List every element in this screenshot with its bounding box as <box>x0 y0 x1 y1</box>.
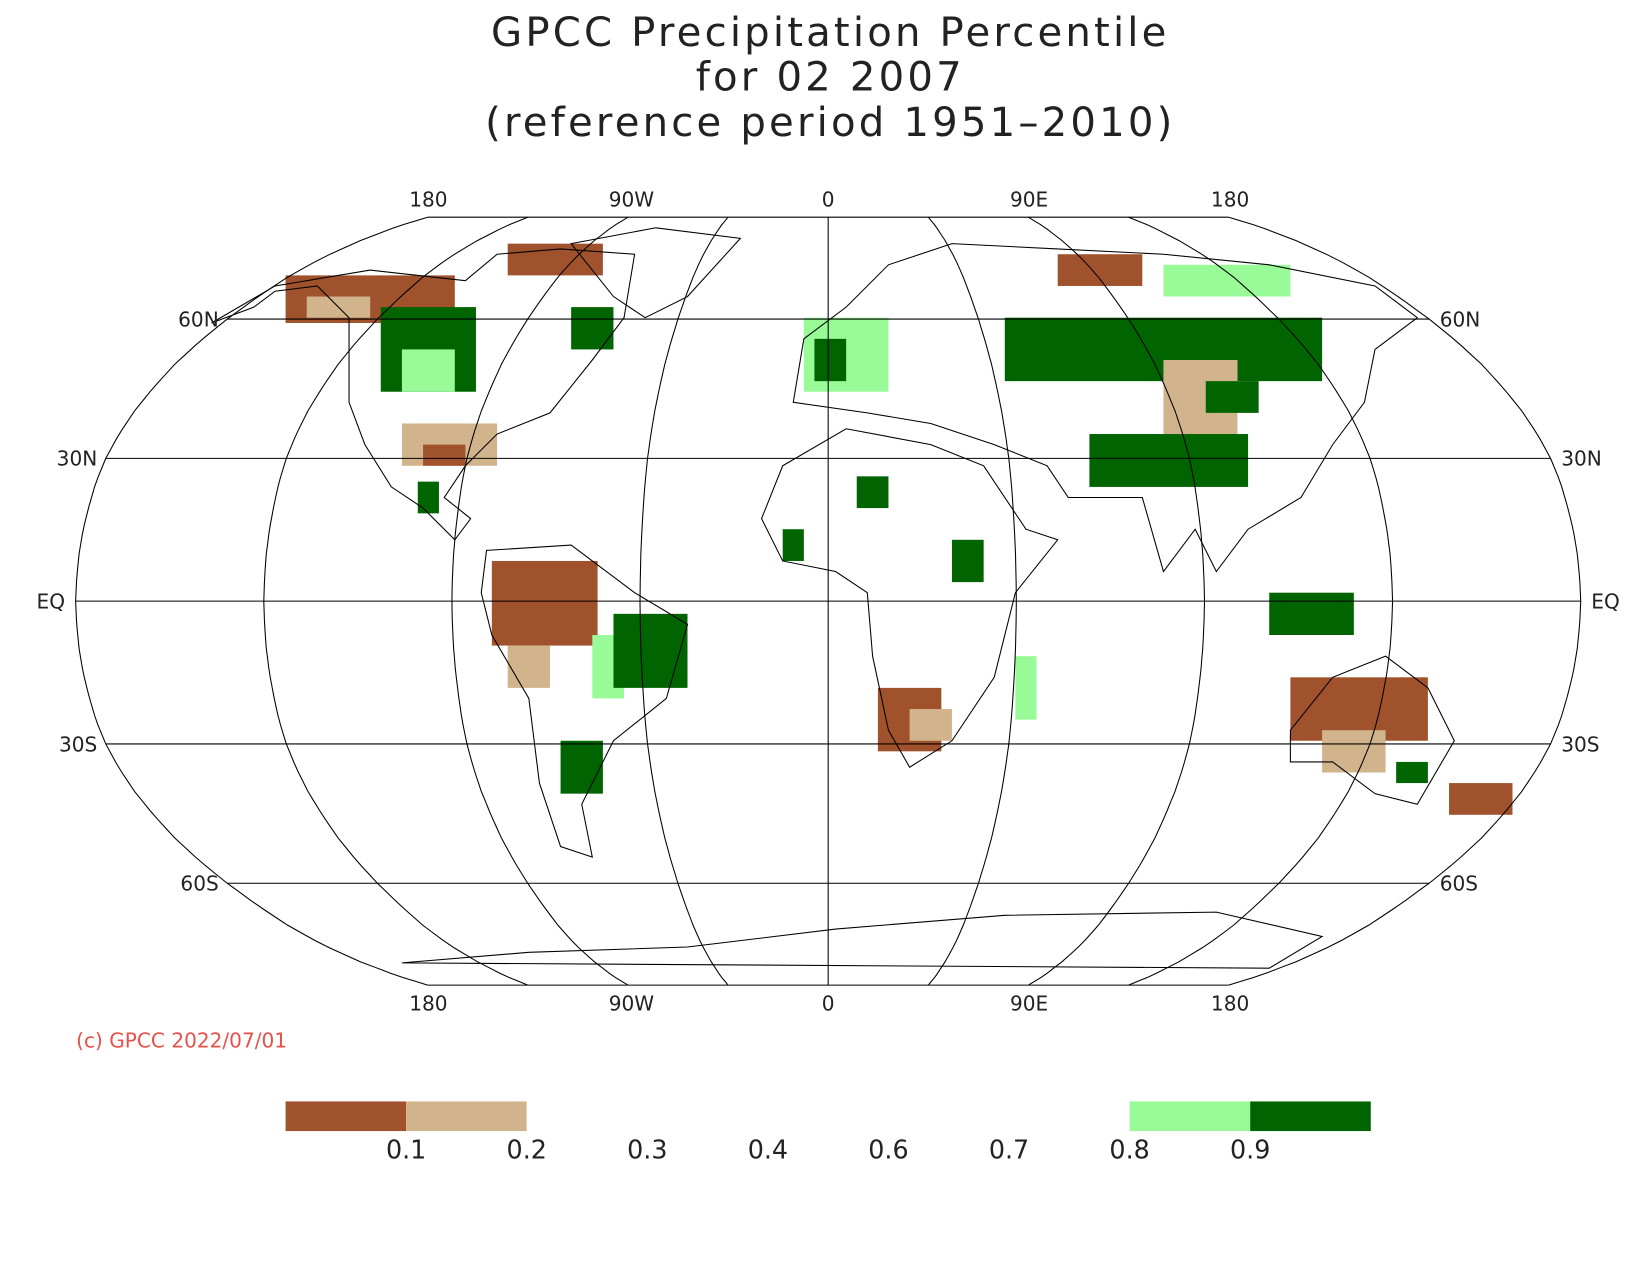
legend-label: 0.2 <box>507 1135 547 1165</box>
patch <box>1089 434 1249 487</box>
patch <box>423 444 466 466</box>
patch <box>1205 381 1259 413</box>
legend-label: 0.3 <box>627 1135 667 1165</box>
patch <box>1396 761 1428 784</box>
patch <box>401 349 455 392</box>
legend-swatch <box>1009 1101 1130 1132</box>
lat-label: 30S <box>59 732 97 756</box>
title-line: GPCC Precipitation Percentile <box>491 10 1170 56</box>
legend-label: 0.6 <box>868 1135 908 1165</box>
legend-swatch <box>888 1101 1010 1132</box>
legend-swatch <box>406 1101 527 1132</box>
title-line: for 02 2007 <box>696 54 965 100</box>
lat-label: EQ <box>1591 590 1620 614</box>
patch <box>856 476 889 509</box>
lat-label: 30S <box>1561 732 1599 756</box>
lon-label: 90W <box>609 991 655 1015</box>
legend-swatch <box>1129 1101 1251 1132</box>
legend-label: 0.7 <box>989 1135 1029 1165</box>
legend-swatch <box>767 1101 889 1132</box>
legend-swatch <box>647 1101 768 1132</box>
lat-label: 60S <box>1440 872 1478 896</box>
lon-label: 90W <box>609 188 655 212</box>
legend-label: 0.8 <box>1109 1135 1149 1165</box>
lon-label: 180 <box>409 188 447 212</box>
patch <box>507 645 550 688</box>
patch <box>951 539 984 583</box>
lat-label: 60S <box>180 872 218 896</box>
legend-swatch <box>526 1101 648 1132</box>
lat-label: 60N <box>178 308 219 332</box>
legend-swatch <box>285 1101 407 1132</box>
lat-label: 60N <box>1440 308 1481 332</box>
patch <box>814 338 847 382</box>
lon-label: 90E <box>1010 991 1048 1015</box>
patch <box>1449 783 1513 815</box>
patch <box>909 709 952 741</box>
patch <box>1269 592 1354 635</box>
lon-label: 0 <box>822 991 835 1015</box>
patch <box>417 481 439 514</box>
title-line: (reference period 1951–2010) <box>485 100 1175 146</box>
patch <box>782 529 804 561</box>
patch <box>1322 730 1386 773</box>
lat-label: 30N <box>1561 447 1602 471</box>
patch <box>1015 656 1037 720</box>
lon-label: 90E <box>1010 188 1048 212</box>
lon-label: 180 <box>409 991 447 1015</box>
legend-swatch <box>1250 1101 1371 1132</box>
patch <box>613 613 688 688</box>
lon-label: 180 <box>1211 991 1249 1015</box>
lat-label: 30N <box>57 447 98 471</box>
patch <box>1057 254 1143 286</box>
legend-label: 0.1 <box>386 1135 426 1165</box>
patch <box>491 560 598 646</box>
legend-label: 0.4 <box>748 1135 788 1165</box>
patch <box>507 243 603 276</box>
graticule <box>75 216 1582 986</box>
lat-label: EQ <box>37 590 66 614</box>
patch <box>560 740 603 794</box>
legend-label: 0.9 <box>1230 1135 1270 1165</box>
patch <box>571 307 614 350</box>
lon-label: 0 <box>822 188 835 212</box>
copyright: (c) GPCC 2022/07/01 <box>76 1029 287 1053</box>
precipitation-patches <box>285 243 1513 815</box>
lon-label: 180 <box>1211 188 1249 212</box>
patch <box>1163 264 1291 297</box>
